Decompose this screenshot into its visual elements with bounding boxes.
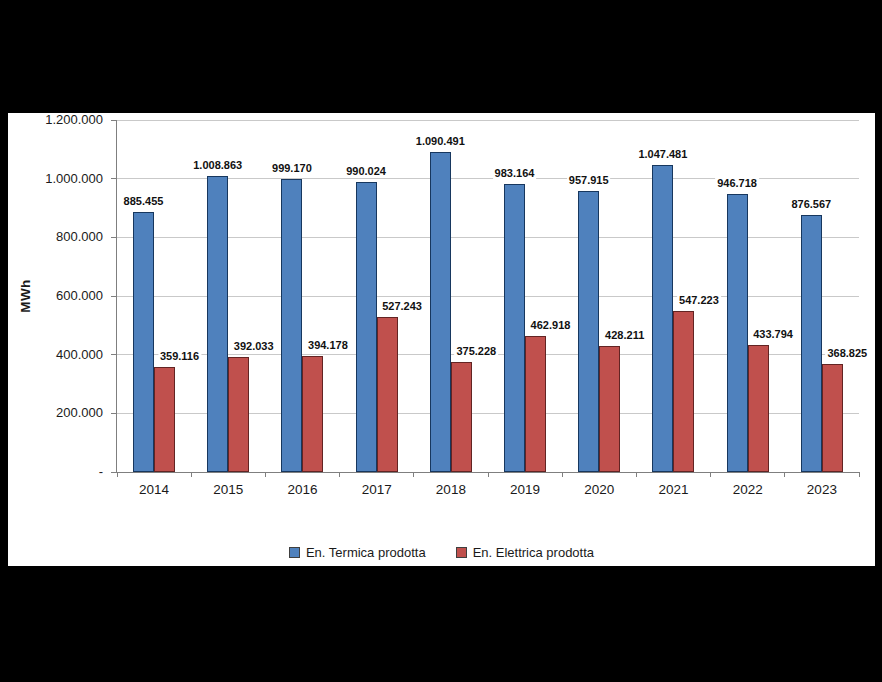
y-tick-mark	[111, 354, 117, 355]
bar-en-elettrica-prodotta-2022	[748, 345, 769, 472]
bar-en-elettrica-prodotta-2014	[154, 367, 175, 472]
y-tick-label: 1.000.000	[3, 171, 103, 187]
legend: En. Termica prodotta En. Elettrica prodo…	[8, 543, 875, 561]
screenshot-root: { "frame": { "background_color": "#00000…	[0, 0, 882, 682]
x-tick-mark	[562, 472, 563, 477]
data-label-en-termica-prodotta-2023: 876.567	[789, 197, 833, 211]
bar-en-elettrica-prodotta-2016	[302, 356, 323, 472]
x-axis-year-label: 2023	[785, 482, 859, 497]
x-axis-year-label: 2014	[117, 482, 191, 497]
data-label-en-termica-prodotta-2016: 999.170	[270, 161, 314, 175]
x-axis-year-label: 2016	[265, 482, 339, 497]
x-axis-year-label: 2020	[562, 482, 636, 497]
gridline	[117, 296, 859, 297]
data-label-en-elettrica-prodotta-2016: 394.178	[306, 338, 350, 352]
x-axis-year-label: 2021	[636, 482, 710, 497]
plot-area: -200.000400.000600.000800.0001.000.0001.…	[116, 120, 859, 473]
x-axis-year-label: 2017	[340, 482, 414, 497]
legend-swatch-termica-icon	[289, 547, 300, 558]
legend-label-elettrica: En. Elettrica prodotta	[473, 545, 594, 560]
bar-en-elettrica-prodotta-2023	[822, 364, 843, 472]
bar-en-elettrica-prodotta-2021	[673, 311, 694, 472]
data-label-en-elettrica-prodotta-2022: 433.794	[751, 327, 795, 341]
bar-en-elettrica-prodotta-2020	[599, 346, 620, 472]
data-label-en-termica-prodotta-2020: 957.915	[567, 173, 611, 187]
y-tick-label: 600.000	[3, 288, 103, 304]
y-tick-mark	[111, 237, 117, 238]
data-label-en-elettrica-prodotta-2015: 392.033	[232, 339, 276, 353]
bar-en-elettrica-prodotta-2018	[451, 362, 472, 472]
gridline	[117, 120, 859, 121]
legend-item-termica: En. Termica prodotta	[289, 545, 426, 560]
x-tick-mark	[710, 472, 711, 477]
x-axis-year-label: 2015	[191, 482, 265, 497]
bar-en-termica-prodotta-2021	[652, 165, 673, 472]
data-label-en-termica-prodotta-2014: 885.455	[122, 194, 166, 208]
x-tick-mark	[488, 472, 489, 477]
bar-en-termica-prodotta-2019	[504, 184, 525, 472]
legend-swatch-elettrica-icon	[456, 547, 467, 558]
data-label-en-termica-prodotta-2019: 983.164	[493, 166, 537, 180]
x-axis-year-label: 2022	[711, 482, 785, 497]
data-label-en-elettrica-prodotta-2019: 462.918	[529, 318, 573, 332]
x-tick-mark	[191, 472, 192, 477]
x-tick-mark	[117, 472, 118, 477]
y-tick-label: -	[3, 464, 103, 480]
data-label-en-elettrica-prodotta-2020: 428.211	[603, 328, 646, 342]
bar-en-elettrica-prodotta-2017	[377, 317, 398, 472]
x-tick-mark	[413, 472, 414, 477]
bar-en-termica-prodotta-2014	[133, 212, 154, 472]
bar-en-termica-prodotta-2022	[727, 194, 748, 472]
data-label-en-termica-prodotta-2021: 1.047.481	[636, 147, 689, 161]
data-label-en-elettrica-prodotta-2021: 547.223	[677, 293, 721, 307]
y-tick-mark	[111, 178, 117, 179]
gridline	[117, 237, 859, 238]
bar-en-termica-prodotta-2020	[578, 191, 599, 472]
y-tick-mark	[111, 120, 117, 121]
y-tick-label: 800.000	[3, 229, 103, 245]
x-tick-mark	[339, 472, 340, 477]
y-tick-label: 400.000	[3, 347, 103, 363]
y-tick-mark	[111, 413, 117, 414]
x-axis-year-label: 2018	[414, 482, 488, 497]
data-label-en-elettrica-prodotta-2014: 359.116	[158, 349, 201, 363]
bar-en-termica-prodotta-2023	[801, 215, 822, 472]
y-tick-mark	[111, 296, 117, 297]
bar-en-elettrica-prodotta-2015	[228, 357, 249, 472]
bar-en-termica-prodotta-2018	[430, 152, 451, 472]
legend-label-termica: En. Termica prodotta	[306, 545, 426, 560]
chart-panel: MWh -200.000400.000600.000800.0001.000.0…	[8, 113, 875, 566]
bar-en-termica-prodotta-2016	[281, 179, 302, 472]
data-label-en-termica-prodotta-2022: 946.718	[715, 176, 759, 190]
y-tick-label: 1.200.000	[3, 112, 103, 128]
data-label-en-termica-prodotta-2017: 990.024	[344, 164, 388, 178]
data-label-en-termica-prodotta-2018: 1.090.491	[414, 134, 467, 148]
bar-en-termica-prodotta-2015	[207, 176, 228, 472]
x-axis-year-label: 2019	[488, 482, 562, 497]
data-label-en-elettrica-prodotta-2023: 368.825	[825, 346, 869, 360]
legend-item-elettrica: En. Elettrica prodotta	[456, 545, 594, 560]
bar-en-elettrica-prodotta-2019	[525, 336, 546, 472]
x-tick-mark	[784, 472, 785, 477]
y-tick-label: 200.000	[3, 405, 103, 421]
x-tick-mark	[636, 472, 637, 477]
x-tick-mark	[859, 472, 860, 477]
x-tick-mark	[265, 472, 266, 477]
data-label-en-termica-prodotta-2015: 1.008.863	[191, 158, 244, 172]
bar-en-termica-prodotta-2017	[356, 182, 377, 472]
data-label-en-elettrica-prodotta-2018: 375.228	[454, 344, 498, 358]
data-label-en-elettrica-prodotta-2017: 527.243	[380, 299, 424, 313]
